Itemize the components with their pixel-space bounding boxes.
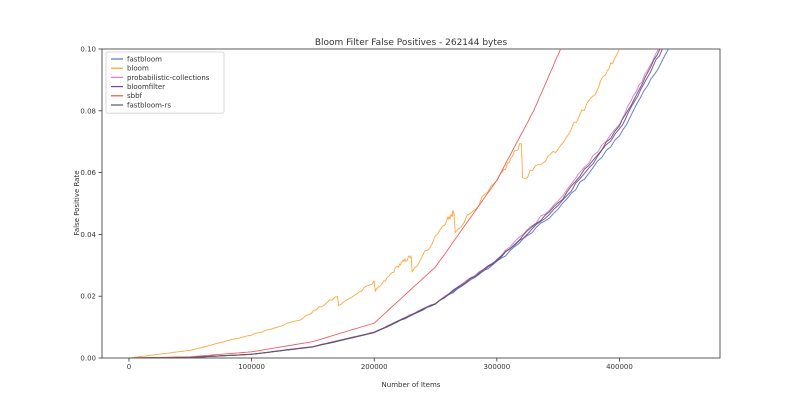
x-tick-label: 200000 xyxy=(361,363,388,371)
series-line-bloom xyxy=(128,49,620,358)
legend-label-bloomfilter: bloomfilter xyxy=(127,83,165,91)
y-tick-label: 0.02 xyxy=(80,293,96,301)
x-tick-label: 0 xyxy=(127,363,131,371)
y-axis: 0.00 0.02 0.04 0.06 0.08 0.10 xyxy=(80,46,102,363)
x-axis-title: Number of Items xyxy=(382,381,441,389)
y-tick-label: 0.08 xyxy=(80,107,96,115)
legend-label-sbbf: sbbf xyxy=(127,92,143,100)
plot-area xyxy=(101,48,721,359)
x-tick-label: 300000 xyxy=(483,363,510,371)
legend-label-fastbloom: fastbloom xyxy=(127,55,162,63)
legend-label-probabilistic-collections: probabilistic-collections xyxy=(127,74,210,82)
x-axis: 0 100000 200000 300000 400000 xyxy=(127,358,633,371)
legend-label-fastbloom-rs: fastbloom-rs xyxy=(127,101,171,109)
legend-box xyxy=(105,51,225,114)
chart-title: Bloom Filter False Positives - 262144 by… xyxy=(315,38,508,48)
series-line-fastbloom-rs xyxy=(129,49,661,358)
y-tick-label: 0.10 xyxy=(80,46,96,54)
series-line-sbbf xyxy=(128,49,562,358)
x-tick-label: 100000 xyxy=(238,363,265,371)
y-axis-title: False Positive Rate xyxy=(73,170,81,235)
plot-frame xyxy=(101,48,721,359)
y-tick-label: 0.00 xyxy=(80,355,96,363)
x-tick-label: 400000 xyxy=(606,363,633,371)
series-lines xyxy=(128,49,669,358)
y-tick-label: 0.04 xyxy=(80,231,96,239)
y-tick-label: 0.06 xyxy=(80,169,96,177)
legend-label-bloom: bloom xyxy=(127,65,149,73)
legend: fastbloom bloomprobabilistic-collectionsb… xyxy=(105,51,225,114)
